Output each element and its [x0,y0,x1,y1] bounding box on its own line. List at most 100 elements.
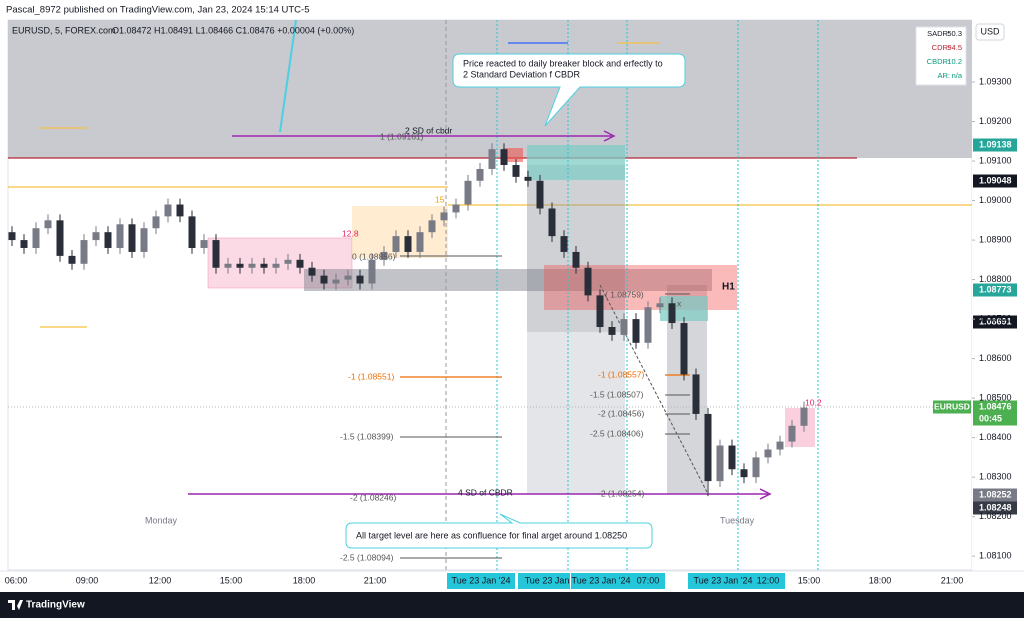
publisher: Pascal_8972 published on TradingView.com… [6,5,310,16]
level-label: 0 (1.08856) [352,251,396,261]
stat-label: CBDR: [927,57,950,66]
candle-body [512,165,520,177]
price-label-bg [973,174,1017,188]
candle-body [584,267,592,296]
time-highlight: Tue 23 Jan '24 [694,575,753,585]
time-highlight: 12:00 [757,575,780,585]
candle-body [452,204,460,213]
candle-body [464,180,472,205]
level-label: -2.5 (1.08094) [340,552,394,562]
price-label: 1.09138 [979,139,1012,149]
level-label: H1 [722,282,735,293]
candle-body [212,240,220,268]
price-label-bg [973,315,1017,329]
y-tick-label: 1.08400 [979,432,1012,442]
symbol: EURUSD, 5, FOREX.com [12,25,116,35]
candle-body [716,445,724,482]
trend-line [279,19,297,133]
footer-brand: TradingView [26,600,85,611]
time-axis: 06:00 09:00 12:00 15:00 18:00 21:00 15:00 18:00… [5,573,963,589]
candle-body [632,319,640,343]
candle-body [152,216,160,229]
price-label-bg [973,501,1017,515]
y-tick-label: 1.08600 [979,353,1012,363]
candle-body [332,279,340,284]
level-label: -2 (1.08254) [598,488,644,498]
candle-body [740,469,748,478]
sd-arrow-head [603,130,616,142]
callout-text: All target level are here as confluence … [356,530,627,540]
time-highlight: Tue 23 Jan '24 [452,575,511,585]
candle-body [320,275,328,284]
candle-body [272,263,280,268]
price-label: 1.08252 [979,489,1012,499]
y-tick-label: 1.08200 [979,511,1012,521]
x-tick-label: 12:00 [149,575,172,585]
fvg-box [660,296,708,321]
candle-body [32,228,40,248]
price-label: 1.08476 [979,401,1012,411]
candle-body [500,149,508,166]
stat-value: n/a [952,71,963,80]
symbol-tag-bg [933,400,971,414]
day-label: Monday [145,515,178,525]
y-tick-label: 1.08700 [979,313,1012,323]
stat-label: SADR: [927,29,950,38]
symbol-tag: EURUSD [934,401,970,411]
level-label: -1.5 (1.08507) [590,389,644,399]
stats-table [915,26,967,86]
y-tick-label: 1.08800 [979,274,1012,284]
candle-body [188,216,196,248]
candle-body [104,232,112,248]
candle-body [536,180,544,209]
level-label: 1 (1.09161) [380,131,424,141]
candle-body [428,220,436,233]
candle-body [308,267,316,276]
price-label: 1.08691 [979,316,1012,326]
level-label: -2.5 (1.08406) [590,428,644,438]
currency-button[interactable] [975,23,1005,41]
candle-body [560,236,568,252]
time-highlight-bg [518,573,570,589]
price-label: 1.08773 [979,284,1012,294]
y-tick-label: 1.08500 [979,393,1012,403]
stats: SADR:50.3 CDR:94.5 CBDR:10.2 AR: n/a [927,29,963,80]
candle-body [176,204,184,217]
projection-line [599,284,709,495]
level-label: 10.2 [805,397,822,407]
ohlc: O1.08472 H1.08491 L1.08466 C1.08476 +0.0… [112,25,354,35]
callout [452,53,686,127]
candle-body [752,457,760,478]
price-label-bg [973,400,1017,414]
candle-body [260,263,268,268]
y-tick-label: 1.09200 [979,116,1012,126]
level-label: x [677,298,682,308]
candle-body [416,232,424,252]
level-label: 4 SD of CBDR [458,487,513,497]
footer-bar [0,592,1024,618]
candle-body [392,236,400,252]
price-labels: 1.09138 1.09048 1.08773 1.08691 1.08476 00:45… [933,138,1017,515]
candle-body [284,259,292,264]
level-label: 12.8 [342,228,359,238]
candle-body [524,176,532,181]
candle-body [656,303,664,308]
candle-body [116,224,124,248]
stat-value: 50.3 [947,29,962,38]
currency[interactable]: USD [980,26,1000,36]
stat-value: 10.2 [947,57,962,66]
candle-body [572,251,580,268]
level-label: -1 (1.08551) [348,371,394,381]
level-label: -2 (1.08246) [350,492,396,502]
fib-levels [400,255,690,559]
premium-zone [8,20,972,158]
y-tick-label: 1.08300 [979,472,1012,482]
sd-arrow-head [759,488,772,500]
level-label: ( 1.08759) [605,289,644,299]
candle-body [140,228,148,252]
candle-body [8,232,16,241]
candle-body [800,407,808,426]
x-tick-label: 09:00 [76,575,99,585]
stat-value: 94.5 [947,43,962,52]
